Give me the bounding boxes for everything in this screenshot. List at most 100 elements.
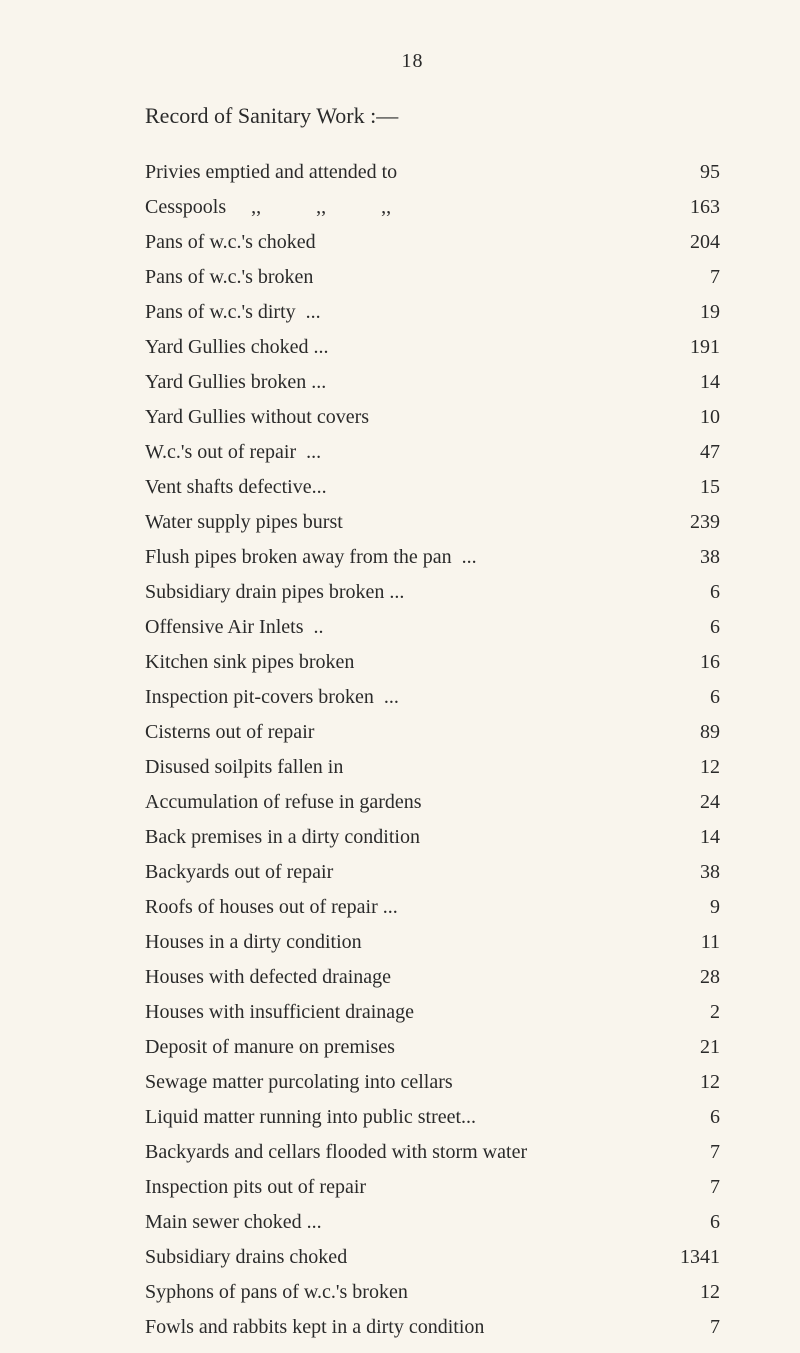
entry-row: Offensive Air Inlets ..6: [145, 616, 720, 639]
entry-label: Cesspools ,, ,, ,,: [145, 196, 660, 219]
entry-value: 24: [660, 791, 720, 814]
entry-row: Water supply pipes burst239: [145, 511, 720, 534]
entry-row: Houses with insufficient drainage2: [145, 1001, 720, 1024]
entry-value: 15: [660, 476, 720, 499]
entry-row: W.c.'s out of repair ...47: [145, 441, 720, 464]
entry-label: Houses in a dirty condition: [145, 931, 660, 954]
entry-label: Subsidiary drain pipes broken ...: [145, 581, 660, 604]
entry-label: Fowls and rabbits kept in a dirty condit…: [145, 1316, 660, 1339]
entry-value: 2: [660, 1001, 720, 1024]
entry-label: Yard Gullies broken ...: [145, 371, 660, 394]
entry-row: Pans of w.c.'s dirty ...19: [145, 301, 720, 324]
entry-value: 1341: [660, 1246, 720, 1269]
entry-row: Deposit of manure on premises21: [145, 1036, 720, 1059]
entry-value: 10: [660, 406, 720, 429]
entry-value: 7: [660, 1176, 720, 1199]
entry-row: Yard Gullies without covers10: [145, 406, 720, 429]
entry-value: 14: [660, 371, 720, 394]
entry-row: Vent shafts defective...15: [145, 476, 720, 499]
entry-value: 239: [660, 511, 720, 534]
entry-value: 191: [660, 336, 720, 359]
entry-label: W.c.'s out of repair ...: [145, 441, 660, 464]
entry-value: 14: [660, 826, 720, 849]
entry-value: 19: [660, 301, 720, 324]
entry-label: Pans of w.c.'s broken: [145, 266, 660, 289]
entry-label: Subsidiary drains choked: [145, 1246, 660, 1269]
entry-row: Main sewer choked ...6: [145, 1211, 720, 1234]
entry-value: 38: [660, 861, 720, 884]
entry-row: Back premises in a dirty condition14: [145, 826, 720, 849]
entry-value: 163: [660, 196, 720, 219]
entry-label: Yard Gullies choked ...: [145, 336, 660, 359]
entry-row: Liquid matter running into public street…: [145, 1106, 720, 1129]
entry-value: 12: [660, 1071, 720, 1094]
entry-row: Pans of w.c.'s choked204: [145, 231, 720, 254]
entry-row: Inspection pit-covers broken ...6: [145, 686, 720, 709]
entry-label: Liquid matter running into public street…: [145, 1106, 660, 1129]
entry-row: Privies emptied and attended to95: [145, 161, 720, 184]
entry-label: Deposit of manure on premises: [145, 1036, 660, 1059]
entry-row: Accumulation of refuse in gardens24: [145, 791, 720, 814]
entry-row: Subsidiary drains choked1341: [145, 1246, 720, 1269]
entry-label: Inspection pits out of repair: [145, 1176, 660, 1199]
entry-label: Vent shafts defective...: [145, 476, 660, 499]
entry-value: 204: [660, 231, 720, 254]
entry-label: Pans of w.c.'s choked: [145, 231, 660, 254]
entry-label: Cisterns out of repair: [145, 721, 660, 744]
entry-row: Flush pipes broken away from the pan ...…: [145, 546, 720, 569]
entry-value: 12: [660, 756, 720, 779]
entry-row: Inspection pits out of repair7: [145, 1176, 720, 1199]
entry-label: Yard Gullies without covers: [145, 406, 660, 429]
entry-value: 6: [660, 581, 720, 604]
entries-list: Privies emptied and attended to95Cesspoo…: [145, 161, 720, 1339]
entry-row: Roofs of houses out of repair ...9: [145, 896, 720, 919]
entry-value: 9: [660, 896, 720, 919]
document-title: Record of Sanitary Work :—: [145, 103, 720, 129]
entry-row: Yard Gullies choked ...191: [145, 336, 720, 359]
entry-label: Flush pipes broken away from the pan ...: [145, 546, 660, 569]
entry-row: Yard Gullies broken ...14: [145, 371, 720, 394]
entry-label: Offensive Air Inlets ..: [145, 616, 660, 639]
entry-value: 6: [660, 1106, 720, 1129]
entry-value: 16: [660, 651, 720, 674]
page-number: 18: [105, 50, 720, 73]
entry-value: 28: [660, 966, 720, 989]
entry-row: Backyards and cellars flooded with storm…: [145, 1141, 720, 1164]
entry-row: Subsidiary drain pipes broken ...6: [145, 581, 720, 604]
entry-row: Cesspools ,, ,, ,,163: [145, 196, 720, 219]
entry-label: Privies emptied and attended to: [145, 161, 660, 184]
entry-label: Pans of w.c.'s dirty ...: [145, 301, 660, 324]
entry-row: Sewage matter purcolating into cellars12: [145, 1071, 720, 1094]
entry-label: Disused soilpits fallen in: [145, 756, 660, 779]
entry-value: 12: [660, 1281, 720, 1304]
entry-label: Backyards and cellars flooded with storm…: [145, 1141, 660, 1164]
entry-value: 11: [660, 931, 720, 954]
entry-row: Syphons of pans of w.c.'s broken12: [145, 1281, 720, 1304]
entry-label: Main sewer choked ...: [145, 1211, 660, 1234]
entry-label: Backyards out of repair: [145, 861, 660, 884]
entry-label: Kitchen sink pipes broken: [145, 651, 660, 674]
entry-row: Fowls and rabbits kept in a dirty condit…: [145, 1316, 720, 1339]
entry-value: 47: [660, 441, 720, 464]
entry-row: Backyards out of repair38: [145, 861, 720, 884]
entry-label: Sewage matter purcolating into cellars: [145, 1071, 660, 1094]
entry-label: Back premises in a dirty condition: [145, 826, 660, 849]
entry-label: Water supply pipes burst: [145, 511, 660, 534]
entry-row: Cisterns out of repair89: [145, 721, 720, 744]
entry-label: Accumulation of refuse in gardens: [145, 791, 660, 814]
entry-label: Inspection pit-covers broken ...: [145, 686, 660, 709]
entry-row: Houses in a dirty condition11: [145, 931, 720, 954]
entry-value: 21: [660, 1036, 720, 1059]
entry-value: 6: [660, 1211, 720, 1234]
entry-value: 7: [660, 1316, 720, 1339]
entry-value: 6: [660, 616, 720, 639]
entry-row: Pans of w.c.'s broken7: [145, 266, 720, 289]
entry-label: Houses with defected drainage: [145, 966, 660, 989]
entry-row: Disused soilpits fallen in12: [145, 756, 720, 779]
entry-label: Roofs of houses out of repair ...: [145, 896, 660, 919]
entry-value: 7: [660, 1141, 720, 1164]
entry-value: 95: [660, 161, 720, 184]
entry-value: 7: [660, 266, 720, 289]
entry-row: Kitchen sink pipes broken16: [145, 651, 720, 674]
entry-value: 6: [660, 686, 720, 709]
